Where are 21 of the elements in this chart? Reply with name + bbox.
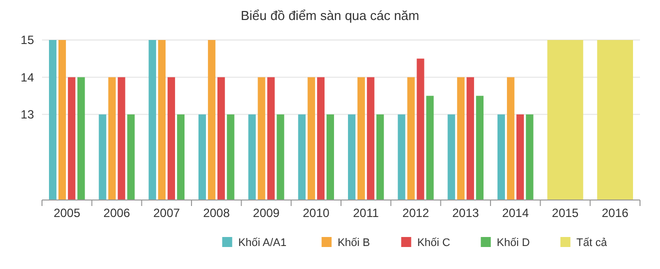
x-tick-label: 2011 (353, 206, 380, 220)
x-tick-label: 2006 (103, 206, 130, 220)
x-tick-label: 2016 (602, 206, 629, 220)
x-tick-label: 2009 (252, 206, 280, 220)
x-tick-label: 2015 (552, 206, 579, 220)
x-tick-label: 2005 (54, 206, 81, 220)
x-tick-label: 2007 (153, 206, 180, 220)
y-tick-label: 13 (20, 108, 34, 122)
legend-label: Khối A/A1 (238, 236, 287, 249)
x-tick-label: 2014 (502, 206, 530, 220)
y-tick-label: 15 (20, 33, 34, 48)
x-tick-label: 2013 (452, 206, 480, 220)
legend-label: Khối D (496, 236, 530, 249)
legend-label: Tất cả (576, 236, 608, 249)
chart-title: Biểu đồ điểm sàn qua các năm (240, 8, 420, 23)
legend-label: Khối C (417, 236, 450, 249)
legend-label: Khối B (338, 236, 370, 249)
x-tick-label: 2010 (302, 206, 330, 220)
x-tick-label: 2008 (203, 206, 230, 220)
x-tick-label: 2012 (402, 206, 430, 220)
y-tick-label: 14 (20, 70, 34, 84)
